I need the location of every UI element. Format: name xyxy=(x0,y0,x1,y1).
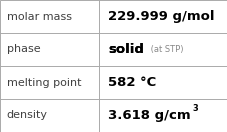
Text: solid: solid xyxy=(108,43,143,56)
Text: 3: 3 xyxy=(191,104,197,113)
Text: molar mass: molar mass xyxy=(7,11,72,22)
Text: phase: phase xyxy=(7,44,40,55)
Text: (at STP): (at STP) xyxy=(147,45,182,54)
Text: 582 °C: 582 °C xyxy=(108,76,156,89)
Text: 3.618 g/cm: 3.618 g/cm xyxy=(108,109,190,122)
Text: 229.999 g/mol: 229.999 g/mol xyxy=(108,10,214,23)
Text: density: density xyxy=(7,110,48,121)
Text: solid: solid xyxy=(108,43,143,56)
Text: melting point: melting point xyxy=(7,77,81,88)
